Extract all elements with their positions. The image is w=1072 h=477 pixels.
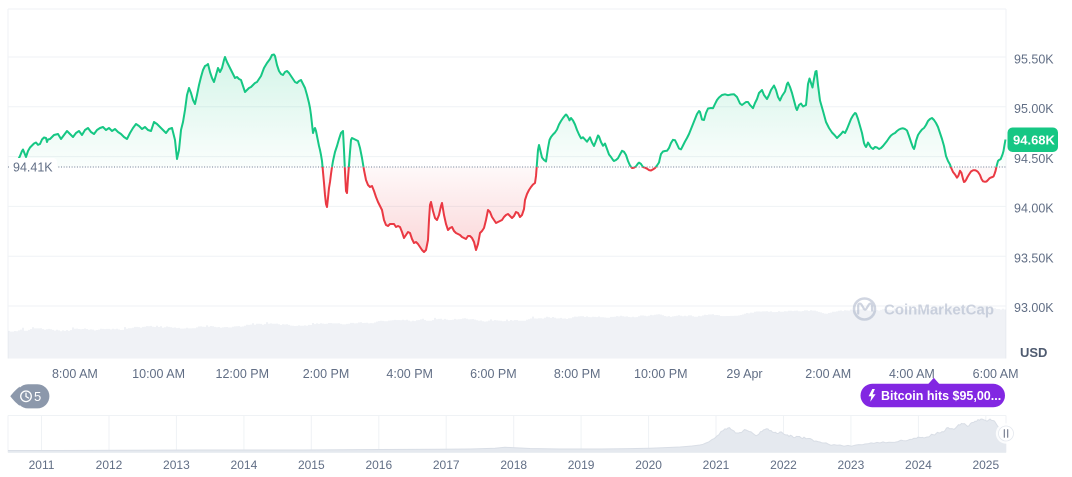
svg-text:2015: 2015: [298, 458, 325, 472]
svg-text:2016: 2016: [365, 458, 392, 472]
svg-text:6:00 PM: 6:00 PM: [470, 367, 517, 381]
svg-text:2023: 2023: [838, 458, 865, 472]
svg-text:2013: 2013: [163, 458, 190, 472]
svg-text:12:00 PM: 12:00 PM: [216, 367, 270, 381]
svg-text:2014: 2014: [231, 458, 258, 472]
svg-text:CoinMarketCap: CoinMarketCap: [884, 302, 994, 319]
svg-text:2020: 2020: [635, 458, 662, 472]
svg-text:94.50K: 94.50K: [1014, 152, 1054, 166]
svg-text:5: 5: [34, 389, 41, 404]
svg-text:4:00 AM: 4:00 AM: [889, 367, 935, 381]
svg-text:2:00 AM: 2:00 AM: [805, 367, 851, 381]
svg-text:4:00 PM: 4:00 PM: [386, 367, 433, 381]
svg-text:2:00 PM: 2:00 PM: [303, 367, 350, 381]
svg-text:USD: USD: [1020, 345, 1047, 360]
svg-text:2017: 2017: [433, 458, 460, 472]
svg-text:94.00K: 94.00K: [1014, 202, 1054, 216]
svg-text:95.50K: 95.50K: [1014, 53, 1054, 67]
svg-text:10:00 PM: 10:00 PM: [634, 367, 688, 381]
svg-text:10:00 AM: 10:00 AM: [132, 367, 185, 381]
svg-text:2019: 2019: [568, 458, 595, 472]
svg-text:93.50K: 93.50K: [1014, 251, 1054, 265]
svg-text:2018: 2018: [500, 458, 527, 472]
svg-text:94.41K: 94.41K: [13, 161, 53, 175]
svg-text:29 Apr: 29 Apr: [726, 367, 762, 381]
svg-text:8:00 AM: 8:00 AM: [52, 367, 98, 381]
svg-text:95.00K: 95.00K: [1014, 102, 1054, 116]
svg-text:2011: 2011: [29, 458, 55, 472]
svg-text:2022: 2022: [770, 458, 797, 472]
svg-text:94.68K: 94.68K: [1013, 132, 1056, 147]
svg-text:93.00K: 93.00K: [1014, 301, 1054, 315]
svg-text:2025: 2025: [972, 458, 999, 472]
svg-text:2021: 2021: [703, 458, 730, 472]
svg-text:2012: 2012: [96, 458, 123, 472]
svg-text:6:00 AM: 6:00 AM: [973, 367, 1019, 381]
svg-text:8:00 PM: 8:00 PM: [554, 367, 601, 381]
svg-text:Bitcoin hits $95,00...: Bitcoin hits $95,00...: [881, 389, 1001, 403]
svg-text:2024: 2024: [905, 458, 932, 472]
